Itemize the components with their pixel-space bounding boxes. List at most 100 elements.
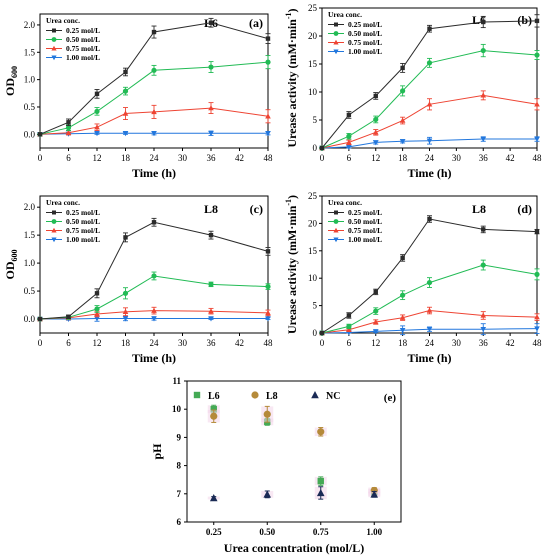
data-point: [400, 65, 405, 71]
y-tick-label: 20: [308, 31, 318, 41]
x-tick-label: 0: [38, 153, 43, 163]
data-point: [534, 229, 540, 234]
data-point: [373, 289, 378, 295]
y-axis-label: OD600: [3, 66, 19, 96]
legend-entry: L6: [208, 391, 220, 402]
legend-marker: [333, 31, 339, 36]
x-tick-label: 36: [207, 153, 217, 163]
x-tick-label: 30: [178, 338, 188, 348]
data-point: [263, 410, 271, 418]
x-tick-label: 12: [93, 153, 102, 163]
data-point: [372, 329, 379, 335]
data-point: [346, 144, 352, 150]
legend-marker: [51, 227, 57, 233]
data-point: [480, 136, 487, 143]
data-point: [263, 490, 272, 498]
data-point: [316, 488, 325, 497]
x-tick-label: 24: [150, 338, 160, 348]
x-tick-label: 30: [452, 153, 462, 163]
x-tick-label: 42: [235, 153, 244, 163]
data-point: [426, 326, 433, 333]
data-point: [209, 494, 218, 502]
data-point: [208, 20, 214, 25]
panel-a: 0 6 12 18 24 30 36 42 48 0.0 0.5 1.0 1.5 2.0 Time (h) O…: [3, 13, 273, 180]
data-point: [399, 117, 406, 123]
legend-entry: 0.50 mol/L: [66, 35, 100, 44]
y-tick-label: 0.5: [24, 102, 36, 112]
data-point: [426, 307, 433, 313]
data-point: [319, 330, 325, 336]
data-point: [480, 92, 487, 98]
data-point: [37, 316, 43, 322]
data-point: [151, 316, 157, 322]
strain-label: L8: [472, 202, 486, 216]
legend-title: Urea conc.: [328, 198, 362, 207]
data-point: [265, 249, 271, 254]
x-tick-label: 0.50: [259, 527, 275, 537]
y-tick-label: 0.0: [24, 129, 36, 139]
legend-marker: [51, 37, 57, 42]
x-tick-label: 6: [347, 153, 352, 163]
data-point: [319, 145, 325, 151]
x-tick-label: 12: [371, 338, 380, 348]
data-point: [534, 136, 540, 143]
legend-entry: 1.00 mol/L: [66, 235, 100, 244]
data-point: [151, 131, 157, 137]
x-tick-label: 30: [452, 338, 462, 348]
data-point: [346, 112, 352, 118]
x-axis-label: Urea concentration (mol/L): [224, 541, 364, 555]
x-tick-label: 42: [506, 338, 515, 348]
data-point: [480, 312, 487, 318]
data-point: [317, 428, 325, 436]
y-tick-label: 0.5: [24, 286, 36, 296]
data-point: [123, 69, 128, 75]
y-axis-label-subscript: 600: [10, 250, 19, 262]
y-tick-label: 9: [177, 432, 182, 442]
y-tick-label: 10: [308, 273, 318, 283]
legend-entry: 1.00 mol/L: [348, 47, 382, 56]
panel-b: 0 6 12 18 24 30 36 42 48 0 5 10 15 20 25 Time (h) Urease…: [284, 3, 542, 180]
x-tick-label: 48: [533, 338, 543, 348]
panel-e: 0.25 0.50 0.75 1.00 6 7 8 9 10 11 Urea concentrati…: [150, 376, 402, 555]
legend-title: Urea conc.: [46, 198, 80, 207]
legend-entry: NC: [326, 391, 340, 402]
legend-entry: 0.75 mol/L: [348, 38, 382, 47]
x-tick-label: 36: [207, 338, 217, 348]
data-point: [534, 18, 540, 24]
data-point: [94, 91, 100, 97]
x-tick-label: 18: [398, 153, 408, 163]
data-point: [65, 125, 72, 131]
legend-marker: [251, 391, 259, 399]
x-axis-label: Time (h): [132, 351, 176, 365]
x-tick-label: 0.75: [313, 527, 329, 537]
data-point: [372, 319, 379, 325]
legend-marker: [52, 28, 56, 33]
data-point: [400, 292, 406, 298]
x-tick-label: 24: [425, 338, 435, 348]
legend-title: Urea conc.: [328, 10, 362, 19]
legend-entry: 0.75 mol/L: [66, 226, 100, 235]
data-point: [346, 323, 352, 330]
y-axis-label: Urease activity (mM·min-1): [284, 8, 299, 147]
y-axis-label: OD600: [3, 250, 19, 280]
y-tick-label: 8: [177, 461, 182, 471]
data-point: [66, 314, 71, 319]
legend-marker: [193, 391, 201, 399]
data-point: [534, 101, 540, 107]
panel-c: 0 6 12 18 24 30 36 42 48 0.0 0.5 1.0 1.5 2.0 Time (h) O…: [3, 195, 273, 365]
legend-title: Urea conc.: [46, 16, 80, 25]
y-tick-label: 2.0: [24, 20, 36, 30]
legend-marker: [333, 227, 339, 233]
data-point: [481, 227, 486, 232]
panel-label: (c): [250, 202, 263, 216]
data-point: [65, 129, 72, 135]
data-point: [534, 326, 540, 332]
data-point: [94, 316, 100, 322]
data-point: [265, 283, 271, 290]
x-tick-label: 0: [38, 338, 43, 348]
data-point: [480, 262, 486, 268]
y-tick-label: 15: [308, 59, 318, 69]
legend-marker: [52, 210, 56, 215]
data-point: [265, 309, 271, 316]
legend-entry: 0.25 mol/L: [66, 26, 100, 35]
